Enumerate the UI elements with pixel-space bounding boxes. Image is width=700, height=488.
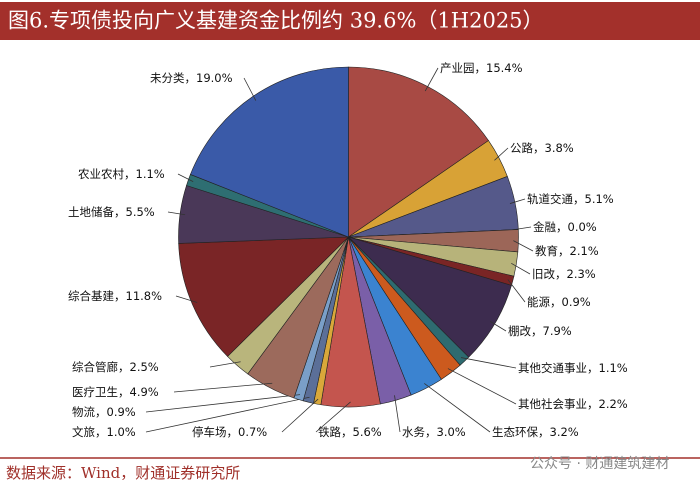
value-label: ，5.1%	[573, 192, 614, 206]
slice-label: 综合基建，11.8%	[68, 289, 162, 303]
value-label: ，11.8%	[114, 289, 162, 303]
value-label: ，7.9%	[531, 324, 572, 338]
value-label: ，19.0%	[185, 71, 233, 85]
value-label: ，0.7%	[227, 425, 268, 439]
leader-line	[145, 394, 301, 413]
category-label: 生态环保	[492, 425, 538, 439]
value-label: ，1.1%	[587, 361, 628, 375]
leader-line	[167, 211, 186, 216]
leader-line	[511, 262, 531, 275]
leader-line	[494, 147, 509, 161]
slice-label: 教育，2.1%	[535, 244, 599, 258]
leader-line	[315, 401, 351, 433]
category-label: 综合管廊	[72, 360, 118, 374]
slice-label: 农业农村，1.1%	[78, 167, 165, 181]
category-label: 停车场	[192, 425, 227, 439]
leader-line	[424, 383, 491, 433]
value-label: ，0.0%	[556, 220, 597, 234]
slice-label: 其他社会事业，2.2%	[518, 397, 628, 411]
slice-label: 棚改，7.9%	[508, 324, 572, 338]
value-label: ，3.8%	[533, 141, 574, 155]
leader-line	[489, 321, 507, 332]
category-label: 医疗卫生	[72, 385, 118, 399]
category-label: 轨道交通	[527, 192, 573, 206]
category-label: 能源	[527, 295, 550, 309]
slice-label: 土地储备，5.5%	[68, 205, 155, 219]
leader-line	[513, 240, 534, 252]
slice-label: 其他交通事业，1.1%	[518, 361, 628, 375]
leader-line	[175, 295, 198, 303]
leader-line	[243, 77, 257, 101]
leader-line	[177, 173, 194, 182]
slice-label: 生态环保，3.2%	[492, 425, 579, 439]
category-label: 产业园	[440, 61, 475, 75]
category-label: 物流	[72, 405, 95, 419]
category-label: 棚改	[508, 324, 531, 338]
slice-label: 水务，3.0%	[402, 425, 466, 439]
slice-label: 能源，0.9%	[527, 295, 591, 309]
category-label: 其他交通事业	[518, 361, 587, 375]
category-label: 教育	[535, 244, 558, 258]
pie-slice	[190, 66, 349, 238]
leader-line	[447, 368, 517, 405]
category-label: 农业农村	[78, 167, 124, 181]
value-label: ，5.6%	[341, 425, 382, 439]
leader-line	[513, 226, 532, 231]
leader-line	[507, 279, 526, 303]
value-label: ，0.9%	[95, 405, 136, 419]
slice-label: 旧改，2.3%	[532, 267, 596, 281]
leader-line	[394, 395, 401, 433]
slice-label: 物流，0.9%	[72, 405, 136, 419]
value-label: ，0.9%	[550, 295, 591, 309]
value-label: ，15.4%	[475, 61, 523, 75]
category-label: 未分类	[150, 71, 185, 85]
value-label: ，1.1%	[124, 167, 165, 181]
slice-label: 综合管廊，2.5%	[72, 360, 159, 374]
watermark: 公众号 · 财通建筑建材	[530, 456, 669, 472]
slice-label: 公路，3.8%	[510, 141, 574, 155]
source: 数据来源：Wind，财通证券研究所	[6, 464, 240, 482]
slice-label: 停车场，0.7%	[192, 425, 267, 439]
slice-label: 金融，0.0%	[533, 220, 597, 234]
pie-slice	[178, 236, 350, 357]
value-label: ，2.1%	[558, 244, 599, 258]
category-label: 其他社会事业	[518, 397, 587, 411]
category-label: 文旅	[72, 425, 95, 439]
category-label: 公路	[510, 141, 533, 155]
title-bar	[0, 2, 700, 40]
leader-line	[173, 382, 273, 393]
value-label: ，2.2%	[587, 397, 628, 411]
slice-label: 医疗卫生，4.9%	[72, 385, 159, 399]
category-label: 综合基建	[68, 289, 114, 303]
slice-label: 文旅，1.0%	[72, 425, 136, 439]
slice-label: 产业园，15.4%	[440, 61, 523, 75]
category-label: 金融	[533, 220, 556, 234]
leader-line	[424, 67, 439, 92]
leader-line	[460, 357, 517, 369]
value-label: ，2.5%	[118, 360, 159, 374]
category-label: 水务	[402, 425, 425, 439]
slice-label: 轨道交通，5.1%	[527, 192, 614, 206]
leader-line	[145, 396, 310, 433]
value-label: ，1.0%	[95, 425, 136, 439]
value-label: ，3.2%	[538, 425, 579, 439]
value-label: ，5.5%	[114, 205, 155, 219]
slice-label: 未分类，19.0%	[150, 71, 233, 85]
slice-label: 铁路，5.6%	[318, 425, 382, 439]
category-label: 铁路	[318, 425, 341, 439]
leader-line	[509, 198, 526, 204]
category-label: 土地储备	[68, 205, 114, 219]
chart-title: 图6.专项债投向广义基建资金比例约 39.6%（1H2025）	[8, 9, 544, 33]
leader-line	[209, 361, 241, 368]
value-label: ，2.3%	[555, 267, 596, 281]
leader-line	[281, 398, 319, 433]
value-label: ，3.0%	[425, 425, 466, 439]
category-label: 旧改	[532, 267, 555, 281]
value-label: ，4.9%	[118, 385, 159, 399]
